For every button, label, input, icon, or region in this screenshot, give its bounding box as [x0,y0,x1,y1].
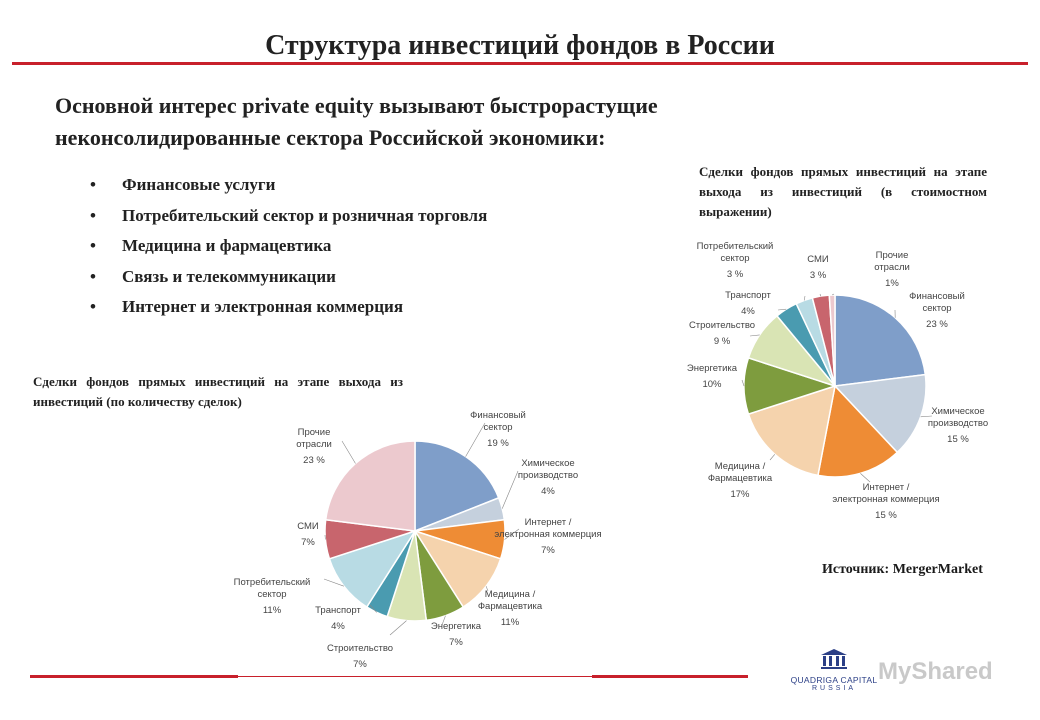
leader-line [741,379,745,387]
slice-label: Строительство 9 % [689,320,755,347]
bullet-text: Потребительский сектор и розничная торго… [122,205,488,225]
slice-label: Энергетика 7% [431,621,482,648]
leader-line [777,308,787,311]
slice-label: Финансовый сектор 23 % [909,291,965,330]
pie-chart-by-value: Финансовый сектор 23 % Химическое производст… [687,241,988,521]
pie-slice [747,384,836,477]
slice-label: Транспорт 4% [315,605,361,632]
bullet-text: Финансовые услуги [122,175,276,194]
pie-slice [324,440,416,532]
slice-label: Финансовый сектор 19 % [470,410,526,449]
slice-label: Химическое производство 15 % [928,406,988,445]
slice-label: Медицина / Фармацевтика 11% [478,589,543,628]
bullet-dot: • [90,205,96,225]
slice-label: Транспорт 4% [725,290,771,317]
bullet-text: Медицина и фармацевтика [122,236,332,255]
leader-line [769,454,776,461]
bullet-dot: • [90,266,96,286]
pie-slice [834,294,927,387]
source-note: Источник: MergerMarket [822,562,983,577]
leader-line [504,528,520,540]
bullet-text: Связь и телекоммуникации [122,266,336,286]
slice-label: Прочие отрасли 23 % [296,427,332,466]
leader-line [323,578,345,587]
company-logo: QUADRIGA CAPITAL RUSSIA [784,648,884,692]
title-rule [12,62,1028,65]
slice-label: Интернет / электронная коммерция 7% [494,517,601,556]
bullet-list: • Финансовые услуги • Потребительский сект… [90,170,610,323]
leader-line [920,415,933,418]
leader-line [819,293,822,297]
bullet-dot: • [90,175,96,194]
watermark-text: MyShared [878,658,993,685]
leader-line [749,334,760,337]
bullet-item: • Потребительский сектор и розничная торг… [90,201,610,232]
slice-label: Потребительский сектор 11% [234,577,311,616]
leader-line [389,620,407,636]
slice-label: Интернет / электронная коммерция 15 % [832,482,939,521]
footer-rule-right [592,675,748,678]
leader-line [485,586,489,592]
slice-label: Строительство 7% [327,643,393,670]
bullet-dot: • [90,297,96,316]
left-chart-title: Сделки фондов прямых инвестиций на этапе… [33,374,403,409]
building-icon [821,649,847,669]
leader-line [860,473,871,483]
pie-chart-by-count: Финансовый сектор 19 % Химическое производст… [234,410,602,670]
bullet-item: • Связь и телекоммуникации [90,262,610,293]
bullet-item: • Медицина и фармацевтика [90,231,610,262]
logo-subtitle: RUSSIA [811,685,857,692]
bullet-item: • Финансовые услуги [90,170,610,201]
bullet-item: • Интернет и электронная коммерция [90,292,610,323]
footer-rule-left [30,675,238,678]
slice-label: Энергетика 10% [687,363,738,390]
lead-text: Основной интерес private equity вызывают… [55,93,658,150]
bullet-text: Интернет и электронная коммерция [122,297,404,316]
leader-line [803,295,806,301]
slice-label: Медицина / Фармацевтика 17% [708,461,773,500]
page-title: Структура инвестиций фондов в России [265,30,775,61]
slice-label: СМИ 3 % [807,254,829,281]
pie-slice [817,384,899,478]
slice-label: СМИ 7% [297,521,319,548]
slice-label: Прочие отрасли 1% [874,250,910,289]
leader-line [441,615,446,626]
leader-line [369,604,377,613]
logo-name: QUADRIGA CAPITAL [790,675,878,685]
pie-slice [833,373,927,454]
leader-line [341,440,356,464]
slice-label: Потребительский сектор 3 % [697,241,774,280]
leader-line [465,422,486,457]
right-chart-title: Сделки фондов прямых инвестиций на этапе… [699,164,987,219]
slice-label: Химическое производство 4% [518,458,578,497]
bullet-dot: • [90,236,96,255]
leader-line [831,293,835,296]
footer-rule-middle [238,676,592,677]
leader-line [501,470,519,509]
